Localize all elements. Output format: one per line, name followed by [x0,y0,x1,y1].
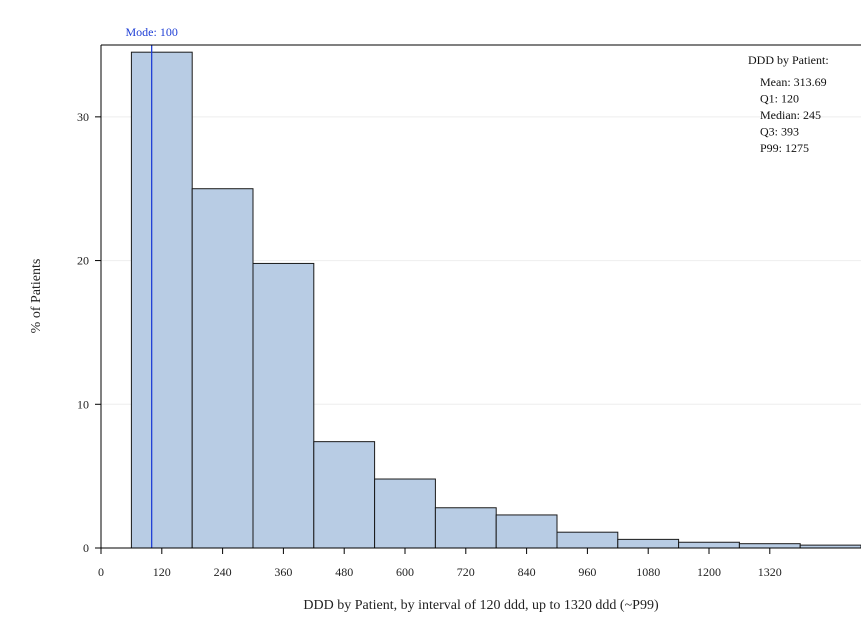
x-tick-label: 960 [578,565,596,579]
stats-inset: DDD by Patient: Mean: 313.69 Q1: 120 Media… [748,53,829,155]
stats-inset-title: DDD by Patient: [748,53,829,67]
histogram-bar-5 [374,478,436,549]
histogram-bar-10 [678,541,740,549]
y-axis-ticks: 0 10 20 30 [77,110,101,555]
x-tick-label: 1320 [758,565,782,579]
x-axis-ticks: 0 120 240 360 480 600 720 840 960 1080 1200 1320 [98,548,782,579]
x-axis-label: DDD by Patient, by interval of 120 ddd, … [303,598,659,613]
plot-frame [100,44,861,549]
x-tick-label: 840 [518,565,536,579]
x-tick-label: 240 [214,565,232,579]
x-tick-label: 0 [98,565,104,579]
y-axis-label: % of Patients [29,259,44,334]
y-tick-label: 10 [77,397,89,411]
x-tick-label: 480 [335,565,353,579]
histogram-bar-4 [313,441,376,549]
histogram-bar-7 [495,514,558,549]
histogram-bar-1 [130,51,193,549]
x-tick-label: 360 [274,565,292,579]
histogram-bar-6 [434,507,497,549]
x-tick-label: 720 [457,565,475,579]
stats-inset-line: Q1: 120 [760,92,799,106]
histogram-bar-3 [252,262,315,549]
x-tick-label: 1080 [636,565,660,579]
y-tick-label: 20 [77,254,89,268]
y-tick-label: 30 [77,110,89,124]
stats-inset-line: P99: 1275 [760,141,809,155]
histogram-bar-2 [191,188,254,549]
stats-inset-line: Q3: 393 [760,125,799,139]
mode-label: Mode: 100 [125,25,177,39]
histogram-bars [130,51,861,549]
x-tick-label: 600 [396,565,414,579]
histogram-bar-8 [556,531,619,549]
histogram-bar-11 [738,543,801,549]
y-tick-label: 0 [83,541,89,555]
x-tick-label: 120 [153,565,171,579]
x-tick-label: 1200 [697,565,721,579]
stats-inset-line: Mean: 313.69 [760,75,827,89]
histogram-bar-9 [617,538,680,549]
stats-inset-line: Median: 245 [760,108,821,122]
